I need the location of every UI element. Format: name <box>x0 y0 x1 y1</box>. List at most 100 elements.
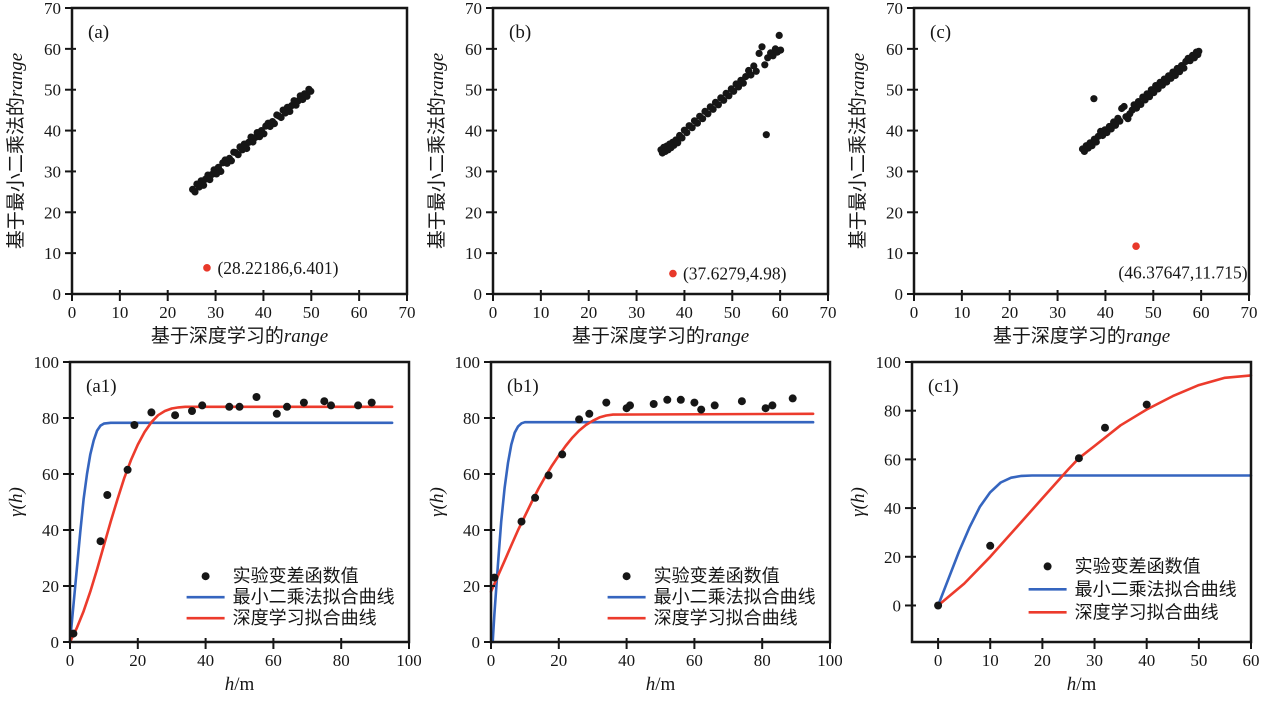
y-tick-label: 100 <box>455 353 481 372</box>
y-tick-label: 40 <box>42 521 59 540</box>
y-tick-label: 10 <box>465 244 482 263</box>
panel-tag: (a1) <box>86 376 117 397</box>
x-tick-label: 10 <box>532 303 549 322</box>
x-tick-label: 0 <box>68 303 77 322</box>
data-point <box>1092 138 1100 146</box>
data-point <box>678 134 686 142</box>
y-tick-label: 60 <box>884 450 901 469</box>
data-point <box>1120 102 1128 111</box>
data-point <box>986 541 995 550</box>
x-tick-label: 30 <box>628 303 645 322</box>
y-tick-label: 20 <box>884 548 901 567</box>
x-tick-label: 100 <box>817 651 842 670</box>
legend-label: 最小二乘法拟合曲线 <box>654 587 816 607</box>
data-point <box>752 67 760 75</box>
fit-curve-1 <box>936 374 1253 607</box>
y-tick-label: 70 <box>465 0 482 18</box>
data-point <box>720 96 728 104</box>
x-tick-label: 0 <box>934 651 943 670</box>
data-point <box>762 131 770 139</box>
y-tick-label: 40 <box>465 122 482 141</box>
axes-box <box>70 6 409 296</box>
annotation-point <box>669 269 677 278</box>
data-point <box>320 397 329 406</box>
x-tick-label: 70 <box>399 303 416 322</box>
y-tick-label: 100 <box>876 353 902 372</box>
x-tick-label: 80 <box>754 651 771 670</box>
x-tick-label: 0 <box>66 651 75 670</box>
data-point <box>171 411 180 420</box>
legend-marker-dot <box>622 572 631 581</box>
x-tick-label: 20 <box>550 651 567 670</box>
data-point <box>123 465 132 474</box>
y-tick-label: 70 <box>886 0 903 18</box>
data-point <box>697 405 706 414</box>
legend-label: 实验变差函数值 <box>654 566 780 586</box>
x-axis-label: 基于深度学习的range <box>572 325 749 347</box>
x-tick-label: 40 <box>255 303 272 322</box>
x-tick-label: 20 <box>159 303 176 322</box>
panel-tag: (c1) <box>928 376 959 397</box>
panel-tag: (b1) <box>507 376 539 397</box>
data-point <box>490 573 499 582</box>
y-tick-label: 20 <box>42 577 59 596</box>
data-point <box>1101 423 1109 432</box>
annotation-label: (28.22186,6.401) <box>217 258 338 278</box>
data-point <box>272 409 281 418</box>
annotation-point <box>203 264 211 272</box>
legend-label: 实验变差函数值 <box>1075 556 1201 576</box>
y-tick-label: 100 <box>34 353 60 372</box>
data-point <box>270 120 278 128</box>
x-tick-label: 30 <box>1086 651 1103 670</box>
y-tick-label: 20 <box>465 203 482 222</box>
scatter-panel-b: (37.6279,4.98) 0 10 20 30 40 50 60 70 0 10 20 30 40 50… <box>426 0 837 347</box>
variogram-panel-c1: 0 10 20 30 40 50 60 0 20 40 60 80 100 h/m γ(h) (c1) 实验变差… <box>848 353 1260 695</box>
y-tick-label: 60 <box>886 40 903 59</box>
data-point <box>775 31 783 39</box>
y-tick-label: 60 <box>44 40 61 59</box>
data-point <box>558 450 567 459</box>
legend-label: 最小二乘法拟合曲线 <box>1075 579 1237 599</box>
data-point <box>761 61 769 69</box>
data-point <box>200 181 208 189</box>
data-point <box>286 107 294 115</box>
data-point <box>227 157 235 165</box>
data-point <box>690 398 699 407</box>
y-tick-label: 60 <box>465 40 482 59</box>
y-tick-label: 70 <box>44 0 61 18</box>
x-tick-label: 30 <box>1049 303 1066 322</box>
data-point <box>307 87 315 95</box>
x-tick-label: 20 <box>129 651 146 670</box>
y-tick-label: 50 <box>44 81 61 100</box>
x-axis-label: 基于深度学习的range <box>993 325 1170 347</box>
data-point <box>217 167 225 175</box>
data-point <box>225 402 234 411</box>
x-axis-label: h/m <box>1067 674 1097 695</box>
x-tick-label: 30 <box>207 303 224 322</box>
y-tick-label: 0 <box>474 285 483 304</box>
data-point <box>768 401 777 410</box>
data-point <box>69 629 78 638</box>
y-tick-label: 0 <box>472 633 481 652</box>
data-point <box>699 115 707 123</box>
y-tick-label: 80 <box>884 402 901 421</box>
legend-label: 深度学习拟合曲线 <box>654 608 798 628</box>
data-point <box>709 105 717 113</box>
y-axis-label: 基于最小二乘法的range <box>426 53 448 249</box>
x-tick-label: 10 <box>111 303 128 322</box>
data-point <box>198 401 207 410</box>
scatter-panel-c: (46.37647,11.715) 0 10 20 30 40 50 60 70 0 10 20 30 4… <box>847 0 1258 347</box>
data-point <box>234 151 242 159</box>
data-point <box>1137 100 1145 108</box>
y-tick-label: 30 <box>44 162 61 181</box>
axes-box <box>491 6 830 296</box>
y-tick-label: 50 <box>886 81 903 100</box>
x-tick-label: 70 <box>820 303 837 322</box>
data-point <box>299 398 308 407</box>
y-tick-label: 80 <box>42 409 59 428</box>
data-point <box>747 71 755 79</box>
y-tick-label: 20 <box>44 203 61 222</box>
data-point <box>688 124 696 132</box>
axes-box <box>912 6 1251 296</box>
